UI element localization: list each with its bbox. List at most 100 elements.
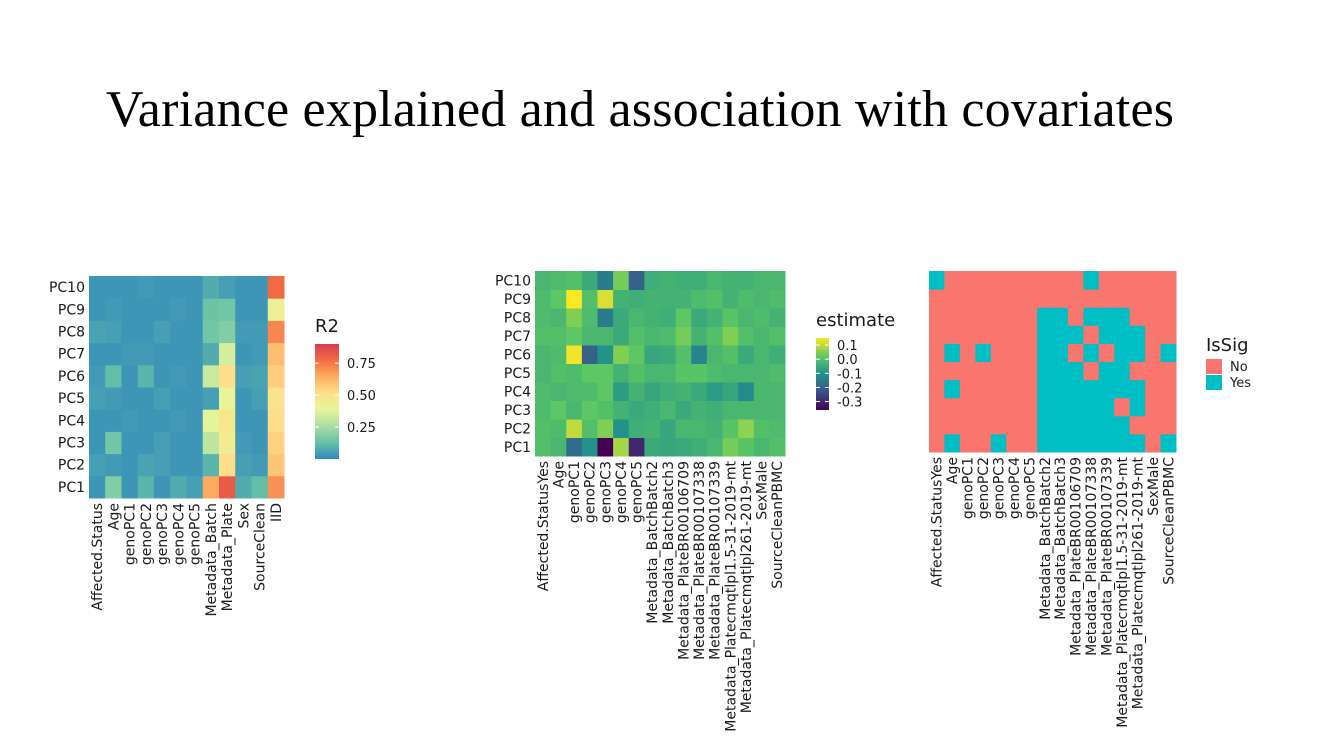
heatmap-cell xyxy=(691,382,708,401)
heatmap-cell xyxy=(1067,307,1084,326)
heatmap-cell xyxy=(753,345,770,364)
heatmap-cell xyxy=(660,419,677,438)
heatmap-cell xyxy=(1098,397,1115,417)
heatmap-cell xyxy=(105,387,122,410)
heatmap-cell xyxy=(990,415,1007,435)
heatmap-cell xyxy=(1160,361,1177,381)
legend-tick-label: -0.1 xyxy=(837,367,862,382)
heatmap-cell xyxy=(1083,307,1100,326)
heatmap-cell xyxy=(975,397,992,417)
x-tick-label: SourceCleanPBMC xyxy=(770,461,786,589)
heatmap-cell xyxy=(202,409,220,432)
heatmap-cell xyxy=(1114,361,1131,381)
heatmap-cell xyxy=(1006,433,1023,453)
heatmap-cell xyxy=(628,363,645,383)
heatmap-cell xyxy=(738,400,755,420)
heatmap-cell xyxy=(613,271,630,290)
heatmap-cell xyxy=(769,437,786,457)
heatmap-cell xyxy=(170,431,187,455)
heatmap-cell xyxy=(1037,325,1053,344)
heatmap-cell xyxy=(597,308,614,327)
heatmap-cell xyxy=(706,400,724,420)
heatmap-cell xyxy=(121,276,139,299)
heatmap-cell xyxy=(1098,343,1115,362)
x-tick-label: genoPC1 xyxy=(961,457,977,519)
y-tick-label: PC8 xyxy=(504,310,531,326)
heatmap-cell xyxy=(738,271,755,290)
heatmap-cell xyxy=(628,437,645,457)
heatmap-cell xyxy=(235,276,252,299)
heatmap-cell xyxy=(644,437,661,457)
y-tick-label: PC6 xyxy=(504,347,531,363)
heatmap-cell xyxy=(1021,433,1038,453)
heatmap-cell xyxy=(722,382,739,401)
heatmap-cell xyxy=(154,364,171,388)
heatmap-cell xyxy=(1145,271,1162,290)
heatmap-cell xyxy=(1037,379,1053,399)
heatmap-cell xyxy=(170,342,187,366)
heatmap-cell xyxy=(644,308,661,327)
heatmap-cell xyxy=(959,289,976,308)
heatmap-cell xyxy=(186,387,204,410)
heatmap-cell xyxy=(566,419,583,438)
heatmap-cell xyxy=(202,342,220,366)
heatmap-cell xyxy=(929,307,945,326)
x-tick-label: Age xyxy=(945,457,961,484)
heatmap-cell xyxy=(1160,343,1177,362)
heatmap-cell xyxy=(613,289,630,309)
heatmap-cell xyxy=(1021,307,1038,326)
heatmap-cell xyxy=(105,475,122,499)
legend-tick-label: 0.0 xyxy=(837,353,858,368)
heatmap-cell xyxy=(691,326,708,346)
heatmap-cell xyxy=(1098,307,1115,326)
heatmap-cell xyxy=(1114,415,1131,435)
heatmap-cell xyxy=(1145,433,1162,453)
heatmap-cell xyxy=(105,276,122,299)
heatmap-cell xyxy=(1160,379,1177,399)
heatmap-cell xyxy=(1037,433,1053,453)
heatmap-cell xyxy=(660,326,677,346)
heatmap-cell xyxy=(1129,361,1146,381)
heatmap-cell xyxy=(154,475,171,499)
heatmap-cell xyxy=(769,419,786,438)
heatmap-cell xyxy=(944,415,961,435)
heatmap-cell xyxy=(219,342,236,366)
heatmap-cell xyxy=(691,289,708,309)
heatmap-cell xyxy=(769,308,786,327)
heatmap-cell xyxy=(1145,325,1162,344)
x-tick-label: Age xyxy=(106,503,122,530)
heatmap-cell xyxy=(170,320,187,344)
x-tick-label: Metadata_PlateBR00106709 xyxy=(676,461,692,660)
heatmap-cell xyxy=(613,326,630,346)
heatmap-cell xyxy=(753,271,770,290)
heatmap-cell xyxy=(581,345,599,364)
legend-colorbar xyxy=(816,338,829,410)
heatmap-cell xyxy=(566,326,583,346)
y-tick-label: PC9 xyxy=(58,302,85,318)
heatmap-cell xyxy=(89,475,106,499)
heatmap-cell xyxy=(722,289,739,309)
heatmap-cell xyxy=(738,308,755,327)
heatmap-cell xyxy=(186,364,204,388)
heatmap-cell xyxy=(738,382,755,401)
heatmap-cell xyxy=(975,271,992,290)
heatmap-cell xyxy=(1160,325,1177,344)
r2-heatmap: PC1 PC2 PC3 PC4 PC5 PC6 PC7 PC8 PC9 PC10 Affected.… xyxy=(49,276,376,617)
heatmap-cell xyxy=(89,342,106,366)
heatmap-cell xyxy=(267,364,285,388)
heatmap-cell xyxy=(1145,307,1162,326)
heatmap-cell xyxy=(1160,415,1177,435)
x-tick-label: Metadata_Batch xyxy=(204,503,220,617)
legend-key xyxy=(1206,359,1222,374)
heatmap-cell xyxy=(660,400,677,420)
legend-tick-label: 0.50 xyxy=(347,389,376,404)
heatmap-cell xyxy=(121,453,139,477)
heatmap-cell xyxy=(628,345,645,364)
heatmap-cell xyxy=(722,326,739,346)
heatmap-cell xyxy=(959,343,976,362)
heatmap-cell xyxy=(753,326,770,346)
heatmap-cell xyxy=(691,345,708,364)
heatmap-cell xyxy=(186,320,204,344)
heatmap-cell xyxy=(581,400,599,420)
heatmap-cell xyxy=(202,387,220,410)
